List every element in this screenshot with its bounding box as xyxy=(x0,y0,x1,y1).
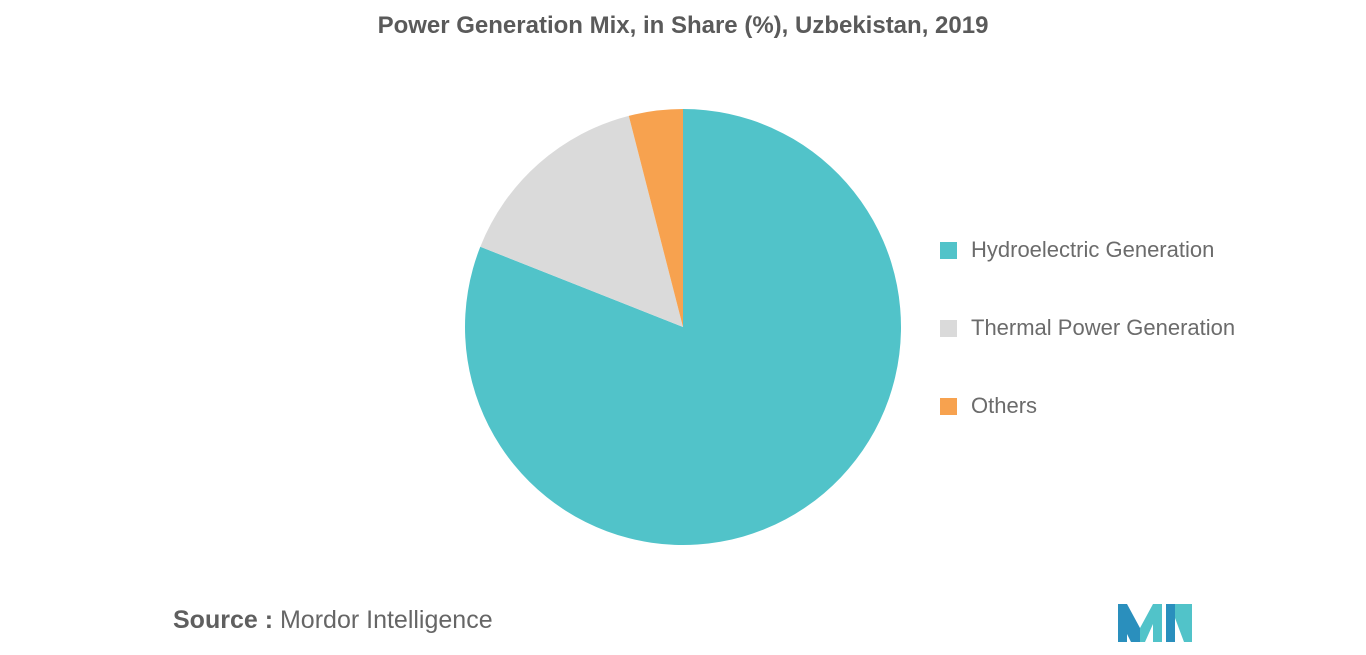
source-prefix: Source : xyxy=(173,606,274,634)
logo-left-shape xyxy=(1118,604,1140,642)
pie-slice-thermal-power-generation xyxy=(480,115,683,327)
legend-label-thermal: Thermal Power Generation xyxy=(971,315,1236,340)
legend-swatch-thermal xyxy=(940,319,957,337)
legend-swatch-hydroelectric xyxy=(940,241,957,259)
pie-slice-others xyxy=(628,109,683,327)
source-note: Source : Mordor Intelligence xyxy=(173,606,493,635)
chart-title: Power Generation Mix, in Share (%), Uzbe… xyxy=(377,12,989,39)
logo-right-bar xyxy=(1166,604,1175,642)
pie-slice-hydroelectric-generation xyxy=(465,109,902,545)
legend-label-hydroelectric: Hydroelectric Generation xyxy=(971,237,1215,262)
source-text: Mordor Intelligence xyxy=(279,606,493,634)
legend-label-others: Others xyxy=(971,393,1038,418)
logo-middle-shape xyxy=(1140,604,1162,642)
logo-right-shape xyxy=(1175,604,1192,642)
legend-item-thermal: Thermal Power Generation xyxy=(940,312,1235,344)
legend-item-others: Others xyxy=(940,390,1235,422)
mordor-intelligence-logo-icon xyxy=(1118,604,1192,642)
legend-swatch-others xyxy=(940,397,957,415)
legend-item-hydroelectric: Hydroelectric Generation xyxy=(940,234,1235,266)
chart-legend: Hydroelectric Generation Thermal Power G… xyxy=(940,234,1235,468)
